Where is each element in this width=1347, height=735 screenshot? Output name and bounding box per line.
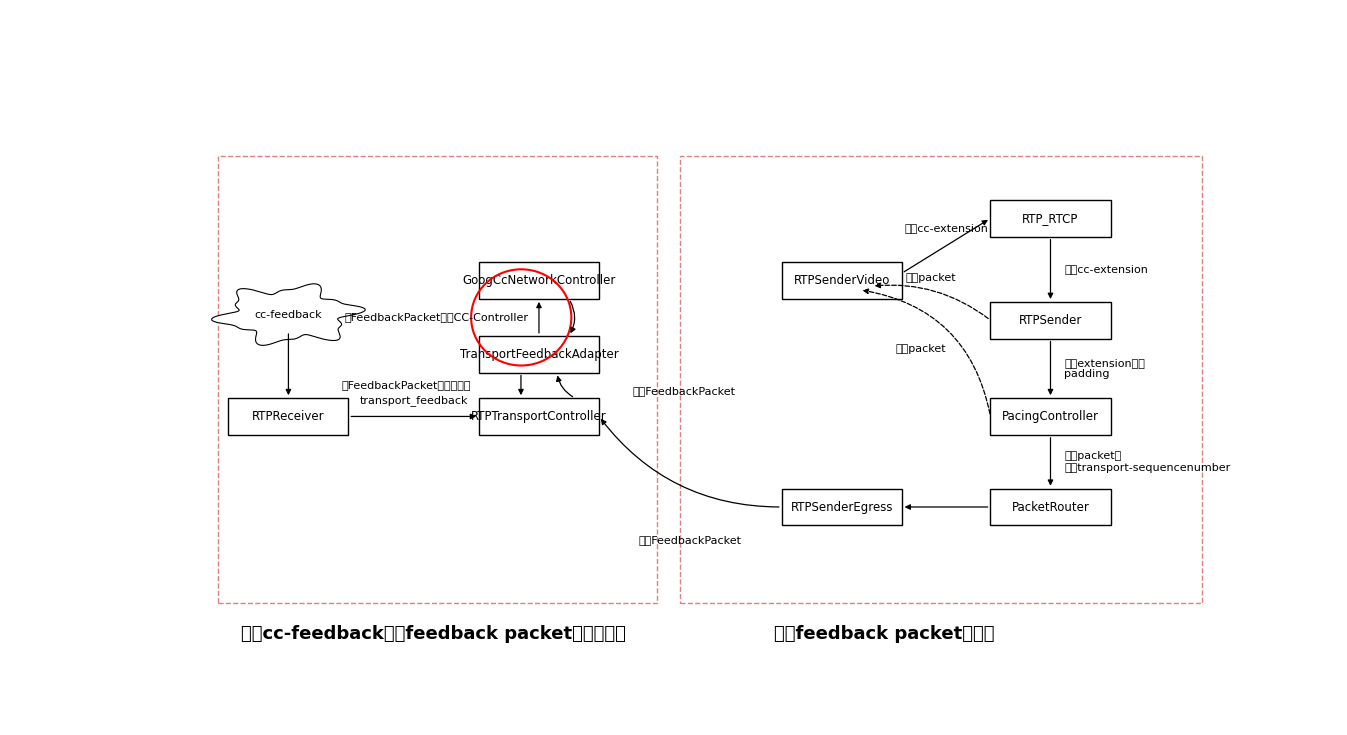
Bar xyxy=(990,489,1110,526)
Text: 收到cc-feedback后对feedback packet再更新过程: 收到cc-feedback后对feedback packet再更新过程 xyxy=(241,625,626,643)
Text: RTP_RTCP: RTP_RTCP xyxy=(1022,212,1079,225)
Text: 提供extension支持
padding: 提供extension支持 padding xyxy=(1064,357,1145,379)
Text: 生成feedback packet的过程: 生成feedback packet的过程 xyxy=(773,625,994,643)
Bar xyxy=(990,398,1110,435)
Text: TransportFeedbackAdapter: TransportFeedbackAdapter xyxy=(459,348,618,361)
Text: 发送packet: 发送packet xyxy=(896,343,946,354)
Bar xyxy=(781,489,901,526)
Bar xyxy=(480,398,599,435)
Bar xyxy=(218,156,657,603)
Text: RTPTransportController: RTPTransportController xyxy=(471,410,607,423)
Bar xyxy=(229,398,349,435)
Text: PacingController: PacingController xyxy=(1002,410,1099,423)
Text: 注册cc-extension: 注册cc-extension xyxy=(1064,265,1148,274)
Text: 注册cc-extension: 注册cc-extension xyxy=(904,223,989,232)
Text: RTPReceiver: RTPReceiver xyxy=(252,410,325,423)
Text: 转发packet去
设置transport-sequencenumber: 转发packet去 设置transport-sequencenumber xyxy=(1064,451,1230,473)
Bar xyxy=(990,200,1110,237)
Text: 对FeedbackPacket进行再更新: 对FeedbackPacket进行再更新 xyxy=(342,380,471,390)
Bar xyxy=(990,302,1110,339)
Text: transport_feedback: transport_feedback xyxy=(360,395,467,406)
Text: 添加FeedbackPacket: 添加FeedbackPacket xyxy=(633,386,735,396)
Bar xyxy=(680,156,1202,603)
Text: RTPSenderEgress: RTPSenderEgress xyxy=(791,501,893,514)
Text: GoogCcNetworkController: GoogCcNetworkController xyxy=(462,274,616,287)
Bar xyxy=(781,262,901,299)
Text: RTPSenderVideo: RTPSenderVideo xyxy=(793,274,890,287)
Text: RTPSender: RTPSender xyxy=(1018,314,1082,327)
Text: 生成packet: 生成packet xyxy=(905,273,956,284)
Bar xyxy=(480,262,599,299)
Text: 添加FeedbackPacket: 添加FeedbackPacket xyxy=(638,535,742,545)
Text: 将FeedbackPacket交由CC-Controller: 将FeedbackPacket交由CC-Controller xyxy=(345,312,528,323)
Text: cc-feedback: cc-feedback xyxy=(255,309,322,320)
Text: PacketRouter: PacketRouter xyxy=(1012,501,1090,514)
Bar xyxy=(480,336,599,373)
Polygon shape xyxy=(211,284,365,345)
